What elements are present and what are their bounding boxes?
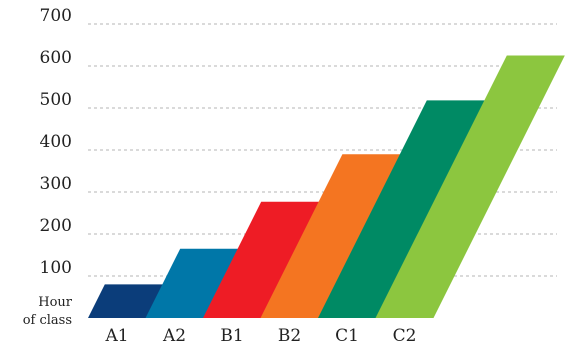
y-tick-label-700: 700 (40, 6, 72, 26)
bar-a2 (145, 248, 239, 318)
bar-layer (88, 55, 565, 319)
y-tick-label-400: 400 (40, 132, 72, 152)
y-tick-label-600: 600 (40, 48, 72, 68)
y-tick-label-500: 500 (40, 90, 72, 110)
bar-c2 (375, 55, 565, 318)
y-axis-title-line-1: Hour (38, 295, 73, 310)
category-label-c2: C2 (393, 326, 417, 346)
y-tick-label-300: 300 (40, 174, 72, 194)
category-label-b1: B1 (220, 326, 243, 346)
category-label-c1: C1 (335, 326, 359, 346)
y-tick-label-100: 100 (40, 258, 72, 278)
bar-a1 (88, 284, 163, 318)
y-axis-title-line-2: of class (23, 313, 72, 328)
label-layer: 100 200 300 400 500 600 700 A1 A2 B1 B2 C1 C2 (40, 6, 417, 346)
category-label-b2: B2 (278, 326, 301, 346)
bar-b1 (203, 201, 320, 318)
category-label-a2: A2 (162, 326, 186, 346)
category-label-a1: A1 (104, 326, 128, 346)
y-tick-label-200: 200 (40, 216, 72, 236)
grid-layer (88, 23, 557, 277)
bar-b2 (260, 154, 401, 318)
bar-c1 (318, 100, 485, 319)
